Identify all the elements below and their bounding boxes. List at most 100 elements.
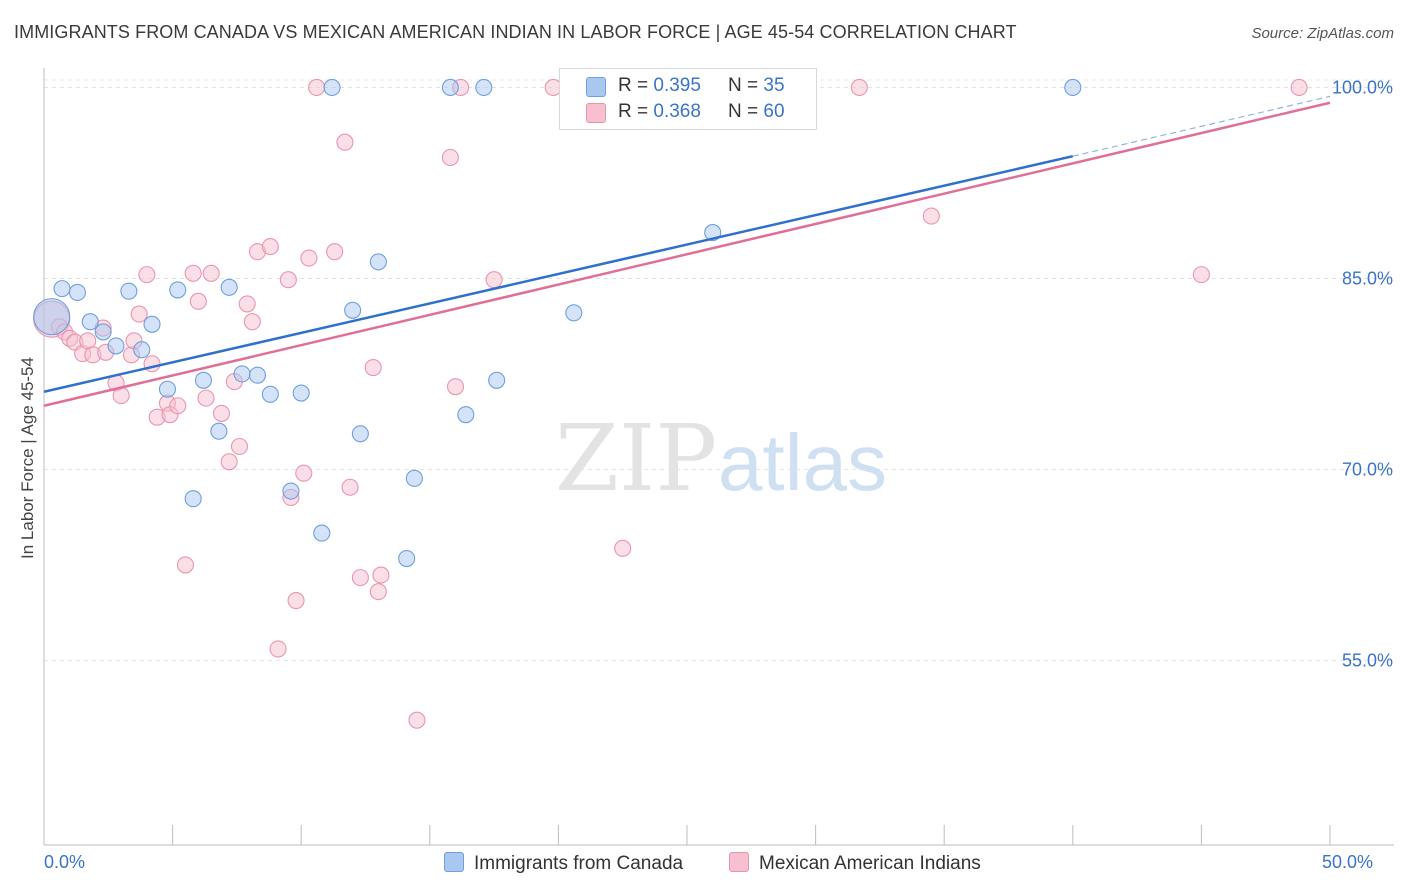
- data-point: [405, 469, 423, 487]
- data-point: [398, 549, 416, 568]
- data-point: [176, 556, 195, 574]
- bottom-legend-label-canada: Immigrants from Canada: [474, 853, 684, 874]
- legend-box: R = 0.395 N = 35 R = 0.368 N = 60: [559, 68, 817, 130]
- data-point: [243, 313, 261, 331]
- legend-r-label: R =: [618, 101, 654, 122]
- data-point: [189, 292, 207, 310]
- data-point: [81, 313, 99, 331]
- data-point: [441, 78, 459, 97]
- data-point: [261, 238, 279, 256]
- data-point: [94, 323, 112, 341]
- legend-swatch-canada: [586, 77, 606, 97]
- data-point: [143, 315, 161, 333]
- data-point: [202, 264, 220, 282]
- data-point: [238, 295, 256, 313]
- trend-lines: [43, 95, 1331, 407]
- data-point: [287, 592, 305, 610]
- data-point: [565, 304, 583, 322]
- data-point: [475, 78, 493, 97]
- source-label: Source: ZipAtlas.com: [1251, 25, 1394, 42]
- legend-n-value-canada: 35: [763, 75, 785, 96]
- legend-r-label: R =: [618, 75, 654, 96]
- data-point: [261, 385, 279, 403]
- legend-r-value-mexican: 0.368: [653, 101, 701, 122]
- data-point: [300, 249, 318, 267]
- legend-n-label: N =: [728, 75, 764, 96]
- data-point: [326, 243, 344, 261]
- data-point: [269, 640, 287, 658]
- data-point: [308, 78, 326, 97]
- data-point: [1192, 266, 1210, 284]
- data-point: [184, 490, 202, 508]
- data-point: [351, 569, 369, 587]
- data-point: [344, 301, 362, 319]
- legend-swatch-mexican: [586, 103, 606, 123]
- data-point: [130, 305, 148, 323]
- bottom-legend-label-mexican: Mexican American Indians: [759, 853, 981, 874]
- data-point: [210, 422, 228, 440]
- y-tick-label: 85.0%: [1342, 268, 1393, 288]
- data-point: [169, 281, 187, 299]
- bottom-legend-mexican: Mexican American Indians: [729, 852, 981, 875]
- data-point: [230, 437, 249, 456]
- watermark-zip: ZIP: [555, 405, 717, 512]
- data-point: [614, 539, 632, 557]
- trend-line-canada: [43, 154, 1074, 393]
- data-point: [279, 271, 297, 289]
- data-point: [369, 253, 387, 271]
- legend-r-value-canada: 0.395: [653, 75, 701, 96]
- data-point: [158, 380, 177, 398]
- series-immigrants-from-canada: [33, 78, 1082, 568]
- y-tick-labels: 55.0% 70.0% 85.0% 100.0%: [1332, 77, 1393, 670]
- axes: [43, 68, 1394, 846]
- data-point: [313, 524, 331, 542]
- legend-n-value-mexican: 60: [763, 101, 785, 122]
- watermark-atlas: atlas: [718, 418, 887, 507]
- data-point: [441, 148, 459, 167]
- data-point: [233, 365, 251, 383]
- data-point: [194, 371, 213, 389]
- data-point: [197, 389, 215, 407]
- trend-line-mexican: [43, 101, 1331, 407]
- data-point: [220, 278, 238, 296]
- data-point: [169, 397, 187, 415]
- data-point: [184, 264, 202, 282]
- x-tick-label-max: 50.0%: [1322, 852, 1374, 872]
- data-point: [369, 583, 387, 601]
- legend-n-label: N =: [728, 101, 764, 122]
- data-point: [248, 366, 267, 384]
- bottom-legend-swatch-mexican: [729, 852, 749, 872]
- data-point: [457, 406, 475, 424]
- data-point: [446, 378, 465, 396]
- data-point: [33, 298, 71, 336]
- data-point: [220, 453, 238, 471]
- data-point: [485, 271, 503, 289]
- data-point: [1290, 78, 1308, 97]
- data-point: [364, 359, 382, 377]
- data-point: [133, 341, 151, 359]
- data-point: [323, 78, 341, 97]
- data-point: [372, 566, 390, 584]
- data-point: [212, 404, 231, 422]
- data-point: [408, 711, 426, 729]
- y-tick-label: 55.0%: [1342, 650, 1393, 670]
- y-tick-label: 100.0%: [1332, 77, 1393, 97]
- trend-line-canada-extension: [1072, 95, 1331, 157]
- chart-title: IMMIGRANTS FROM CANADA VS MEXICAN AMERIC…: [14, 22, 1017, 42]
- x-tick-label-min: 0.0%: [44, 852, 86, 872]
- data-point: [1064, 78, 1082, 97]
- data-point: [295, 464, 313, 482]
- data-point: [850, 78, 868, 97]
- bottom-legend-canada: Immigrants from Canada: [444, 852, 683, 875]
- data-point: [68, 283, 86, 301]
- data-point: [341, 478, 359, 496]
- data-point: [292, 384, 310, 402]
- y-tick-label: 70.0%: [1342, 459, 1393, 479]
- data-point: [138, 266, 156, 284]
- data-point: [107, 337, 125, 355]
- bottom-legend-swatch-canada: [444, 852, 464, 872]
- series-mexican-american-indians: [33, 78, 1308, 729]
- data-point: [282, 482, 300, 500]
- data-point: [488, 371, 506, 389]
